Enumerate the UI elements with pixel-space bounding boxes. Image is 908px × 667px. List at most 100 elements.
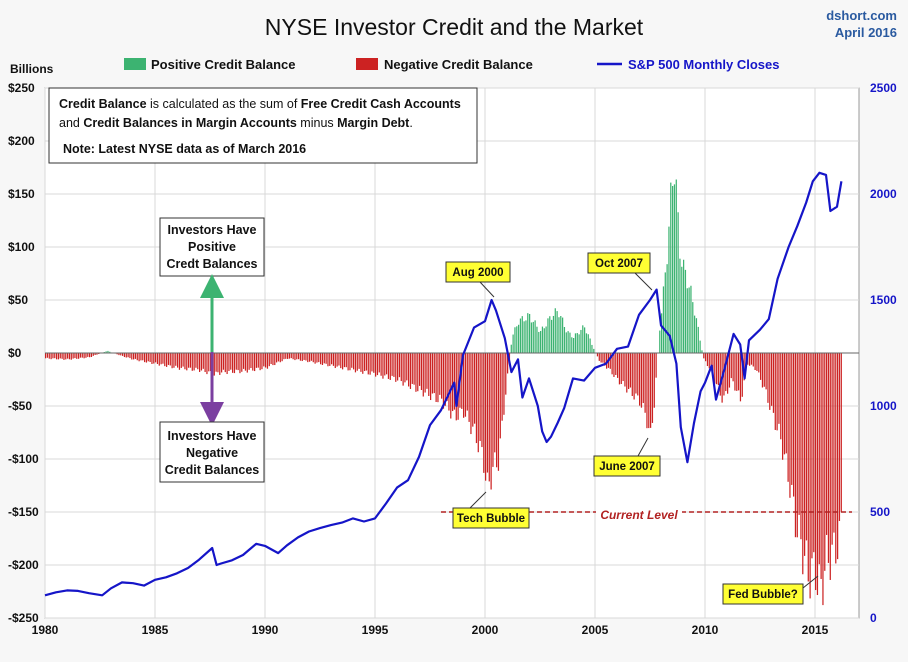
credit-bar — [799, 353, 800, 515]
credit-bar — [194, 353, 195, 370]
credit-bar — [280, 353, 281, 362]
credit-bar — [421, 353, 422, 390]
credit-bar — [296, 353, 297, 359]
credit-bar — [593, 349, 594, 353]
credit-bar — [690, 286, 691, 353]
credit-bar — [522, 316, 523, 353]
credit-bar — [821, 353, 822, 579]
credit-bar — [749, 353, 750, 366]
credit-bar — [135, 353, 136, 359]
negative-box-line-1: Investors Have — [168, 429, 257, 443]
credit-bar — [230, 353, 231, 370]
credit-bar — [426, 353, 427, 389]
credit-bar — [49, 353, 50, 359]
credit-bar — [423, 353, 424, 397]
credit-bar — [228, 353, 229, 371]
credit-bar — [155, 353, 156, 362]
credit-bar — [351, 353, 352, 368]
credit-bar — [384, 353, 385, 375]
credit-bar — [624, 353, 625, 387]
credit-bar — [780, 353, 781, 439]
credit-bar — [87, 353, 88, 357]
credit-bar — [51, 353, 52, 359]
x-tick-label: 2010 — [692, 623, 719, 637]
credit-bar — [681, 267, 682, 353]
y-left-tick-label: $50 — [8, 293, 28, 307]
credit-bar — [225, 353, 226, 372]
credit-bar — [582, 325, 583, 353]
credit-bar — [300, 353, 301, 361]
credit-bar — [434, 353, 435, 393]
credit-bar — [265, 353, 266, 367]
credit-bar — [353, 353, 354, 369]
legend-label-negative: Negative Credit Balance — [384, 57, 533, 72]
credit-bar — [216, 353, 217, 372]
credit-bar — [129, 353, 130, 358]
credit-bar — [45, 353, 46, 358]
credit-bar — [549, 316, 550, 353]
negative-box-line-3: Credit Balances — [165, 463, 260, 477]
credit-bar — [452, 353, 453, 411]
credit-bar — [729, 353, 730, 388]
credit-bar — [282, 353, 283, 361]
credit-bar — [755, 353, 756, 370]
source-label: dshort.com — [826, 8, 897, 23]
credit-bar — [527, 313, 528, 353]
callout-tech-bubble-label: Tech Bubble — [457, 513, 525, 525]
credit-bar — [428, 353, 429, 396]
callout-fed-bubble-label: Fed Bubble? — [728, 589, 798, 601]
credit-bar — [177, 353, 178, 368]
credit-bar — [379, 353, 380, 372]
credit-bar — [718, 353, 719, 385]
credit-bar — [481, 353, 482, 447]
callout-june-2007-label: June 2007 — [599, 461, 655, 473]
info-term-margin-debt: Margin Debt — [337, 116, 410, 130]
info-note: Note: Latest NYSE data as of March 2016 — [63, 142, 306, 156]
credit-bar — [335, 353, 336, 368]
credit-bar — [751, 353, 752, 365]
credit-bar — [782, 353, 783, 460]
credit-bar — [221, 353, 222, 372]
x-tick-label: 2000 — [472, 623, 499, 637]
credit-bar — [562, 318, 563, 353]
y-left-tick-label: -$200 — [8, 558, 39, 572]
y-right-tick-label: 2500 — [870, 81, 897, 95]
info-line-2: and Credit Balances in Margin Accounts m… — [59, 116, 413, 130]
credit-bar — [199, 353, 200, 372]
credit-bar — [318, 353, 319, 362]
credit-bar — [584, 327, 585, 353]
credit-bar — [518, 325, 519, 353]
credit-bar — [239, 353, 240, 373]
legend: Positive Credit Balance Negative Credit … — [124, 57, 779, 72]
credit-bar — [54, 353, 55, 358]
credit-bar — [302, 353, 303, 361]
credit-bar — [520, 319, 521, 353]
credit-bar — [500, 353, 501, 438]
credit-bar — [192, 353, 193, 371]
credit-bar — [553, 316, 554, 353]
credit-bar — [571, 337, 572, 353]
credit-bar — [558, 317, 559, 353]
credit-bar — [85, 353, 86, 358]
credit-bar — [456, 353, 457, 420]
credit-bar — [175, 353, 176, 366]
credit-bar — [348, 353, 349, 370]
y-left-tick-label: $0 — [8, 346, 22, 360]
credit-bar — [577, 333, 578, 353]
credit-bar — [544, 328, 545, 353]
credit-bar — [236, 353, 237, 370]
credit-bar — [359, 353, 360, 369]
date-label: April 2016 — [835, 25, 897, 40]
credit-bar — [683, 260, 684, 353]
credit-bar — [617, 353, 618, 378]
credit-bar — [293, 353, 294, 359]
credit-bar — [272, 353, 273, 365]
credit-bar — [692, 302, 693, 353]
credit-bar — [736, 353, 737, 391]
credit-bar — [258, 353, 259, 368]
credit-bar — [60, 353, 61, 358]
credit-bar — [815, 353, 816, 590]
credit-bar — [73, 353, 74, 359]
credit-bar — [395, 353, 396, 382]
credit-bar — [514, 327, 515, 353]
